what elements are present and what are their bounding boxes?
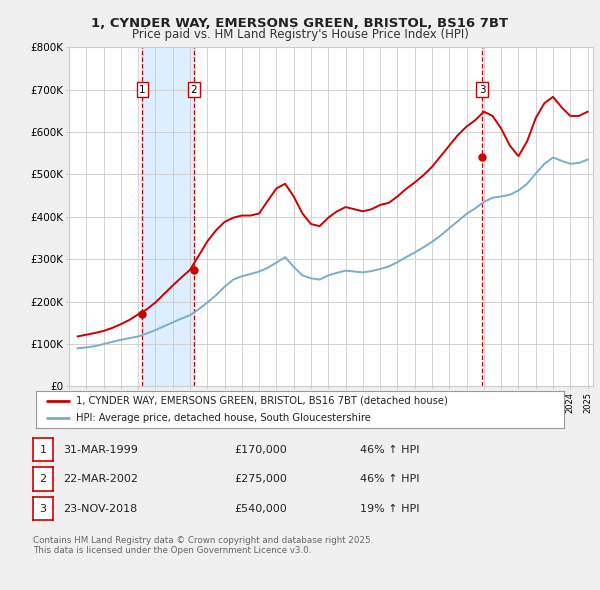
Text: £170,000: £170,000 (234, 445, 287, 454)
Text: 22-MAR-2002: 22-MAR-2002 (63, 474, 138, 484)
Text: HPI: Average price, detached house, South Gloucestershire: HPI: Average price, detached house, Sout… (76, 413, 370, 422)
Text: 1: 1 (40, 445, 46, 454)
Text: £275,000: £275,000 (234, 474, 287, 484)
Text: 46% ↑ HPI: 46% ↑ HPI (360, 474, 419, 484)
Text: 1, CYNDER WAY, EMERSONS GREEN, BRISTOL, BS16 7BT: 1, CYNDER WAY, EMERSONS GREEN, BRISTOL, … (91, 17, 509, 30)
Text: 2: 2 (40, 474, 46, 484)
Text: 19% ↑ HPI: 19% ↑ HPI (360, 504, 419, 513)
Text: £540,000: £540,000 (234, 504, 287, 513)
Text: Contains HM Land Registry data © Crown copyright and database right 2025.: Contains HM Land Registry data © Crown c… (33, 536, 373, 545)
Text: 1: 1 (139, 84, 146, 94)
Text: 2: 2 (191, 84, 197, 94)
Text: 3: 3 (40, 504, 46, 513)
Text: 31-MAR-1999: 31-MAR-1999 (63, 445, 138, 454)
Text: This data is licensed under the Open Government Licence v3.0.: This data is licensed under the Open Gov… (33, 546, 311, 555)
Text: 46% ↑ HPI: 46% ↑ HPI (360, 445, 419, 454)
Text: 1, CYNDER WAY, EMERSONS GREEN, BRISTOL, BS16 7BT (detached house): 1, CYNDER WAY, EMERSONS GREEN, BRISTOL, … (76, 396, 448, 405)
Text: Price paid vs. HM Land Registry's House Price Index (HPI): Price paid vs. HM Land Registry's House … (131, 28, 469, 41)
Bar (142, 47, 194, 386)
Text: 23-NOV-2018: 23-NOV-2018 (63, 504, 137, 513)
Text: 3: 3 (479, 84, 485, 94)
